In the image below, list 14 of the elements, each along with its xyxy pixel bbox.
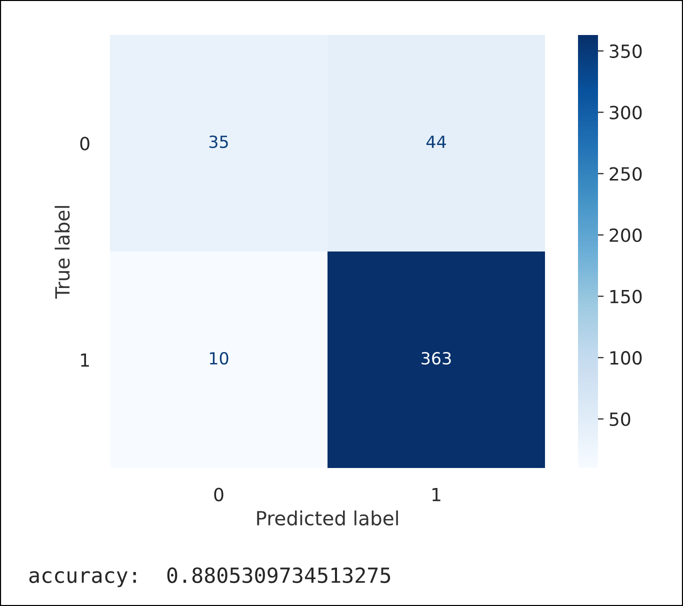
- color-bar-label: 150: [610, 290, 642, 304]
- color-bar-label: 300: [610, 106, 642, 120]
- data-label: 35: [209, 135, 228, 148]
- color-bar-label: 200: [610, 228, 642, 242]
- data-label: 10: [210, 352, 228, 365]
- color-bar-label: 350: [610, 44, 642, 58]
- text: accuracy: 0.8805309734513275: [29, 567, 390, 588]
- color-bar-label: 250: [610, 167, 642, 181]
- y-axis-title: True label: [54, 206, 70, 299]
- data-label: 44: [426, 136, 446, 148]
- color-bar-label: 100: [610, 351, 642, 365]
- color-bar-label: 50: [610, 412, 630, 426]
- data-label: 363: [422, 352, 451, 365]
- x-axis-title: Predicted label: [257, 510, 398, 526]
